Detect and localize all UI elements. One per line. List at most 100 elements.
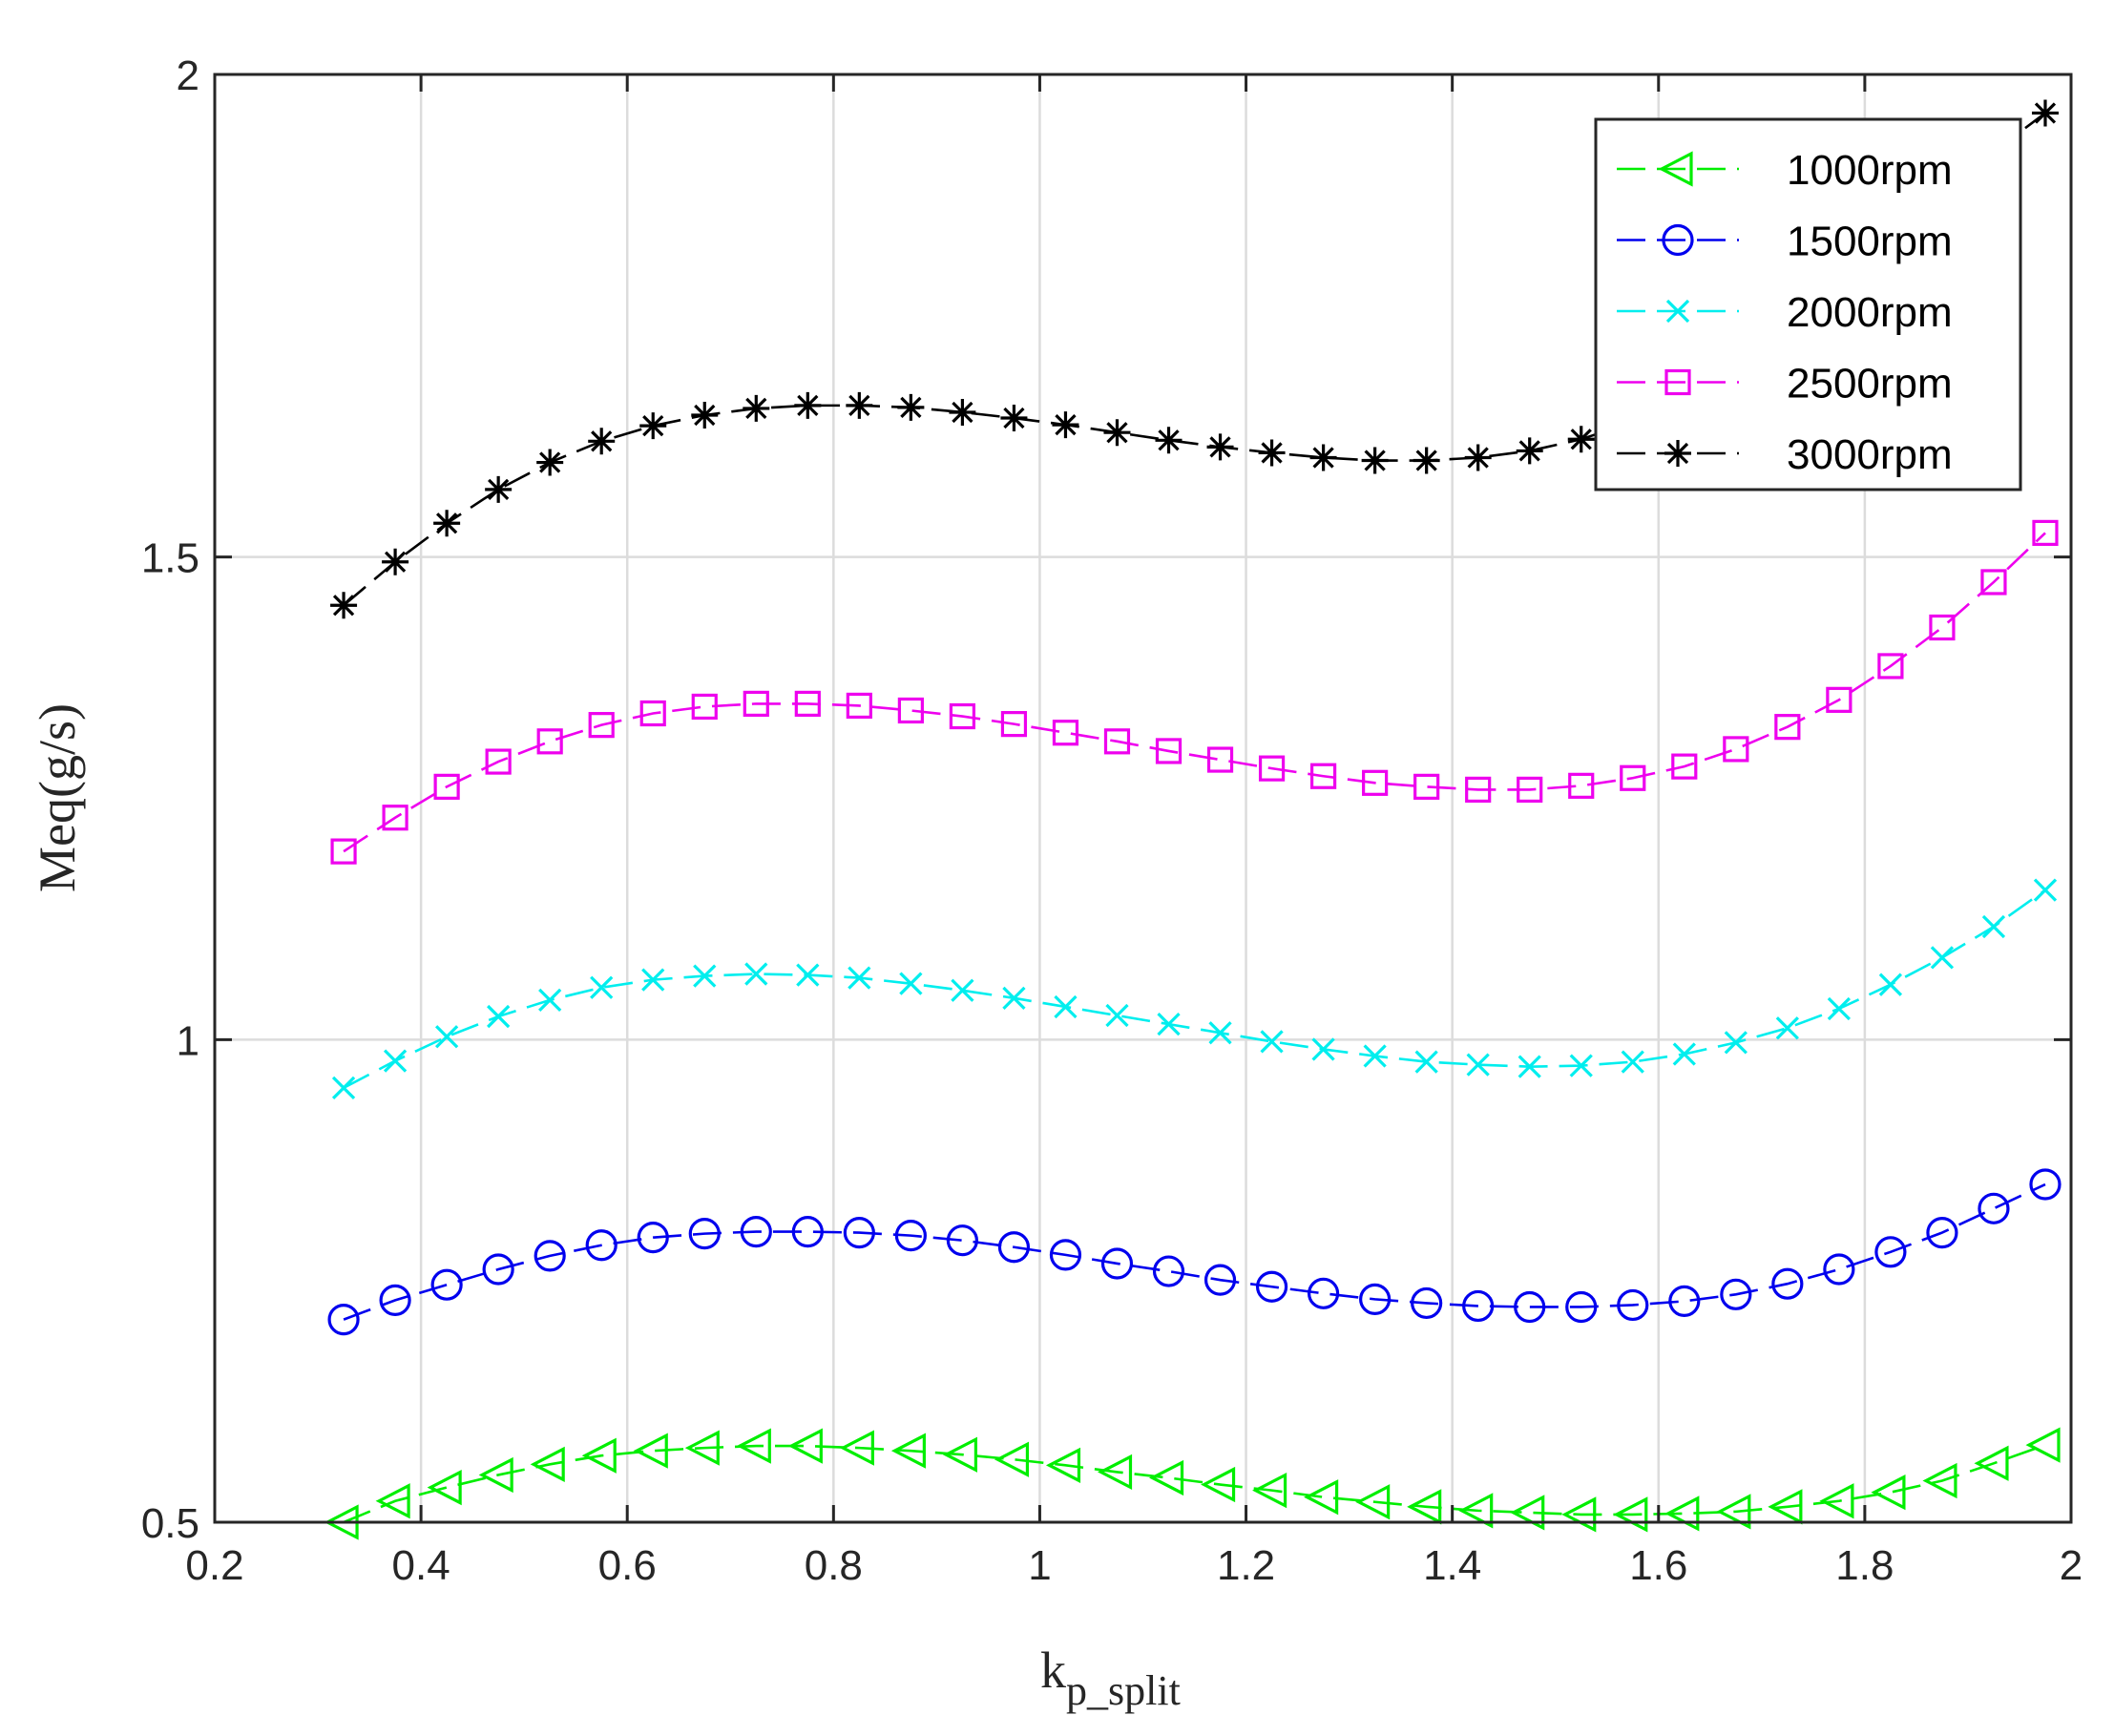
data-point-1000rpm [994, 1441, 1030, 1477]
x-tick-label: 2 [2060, 1542, 2083, 1589]
legend-label-3000rpm: 3000rpm [1787, 431, 1953, 478]
data-point-2000rpm [1157, 1013, 1181, 1036]
x-tick-label: 1.4 [1423, 1542, 1481, 1589]
data-point-3000rpm [1309, 444, 1337, 471]
data-point-2500rpm [1155, 738, 1183, 764]
data-point-3000rpm [743, 394, 770, 422]
legend-marker-1000rpm [1658, 151, 1693, 187]
data-point-1500rpm [482, 1253, 514, 1286]
data-point-1500rpm [2029, 1168, 2062, 1201]
data-point-2000rpm [1363, 1044, 1387, 1068]
legend-label-1500rpm: 1500rpm [1787, 219, 1953, 265]
legend-item-2000rpm: 2000rpm [1617, 289, 1953, 336]
data-point-1500rpm [997, 1231, 1031, 1264]
data-point-1500rpm [1100, 1247, 1134, 1280]
data-point-2000rpm [693, 964, 717, 988]
data-point-1000rpm [1510, 1495, 1545, 1531]
data-point-2500rpm [1671, 753, 1698, 780]
x-tick-label: 0.6 [598, 1542, 657, 1589]
y-tick-label: 1 [177, 1017, 199, 1064]
data-point-2000rpm [951, 978, 974, 1002]
data-point-3000rpm [536, 449, 564, 476]
data-point-2000rpm [1311, 1037, 1335, 1061]
series-line-2500rpm [343, 532, 2046, 853]
x-tick-label: 0.4 [392, 1542, 450, 1589]
data-point-1500rpm [1204, 1264, 1237, 1296]
plot-frame [213, 73, 2073, 1524]
data-point-3000rpm [1052, 411, 1079, 439]
data-point-3000rpm [433, 510, 461, 537]
data-point-2500rpm [1517, 776, 1543, 803]
data-point-1000rpm [1149, 1459, 1184, 1496]
data-point-2500rpm [1877, 653, 1904, 680]
data-point-1500rpm [585, 1229, 617, 1262]
data-point-3000rpm [1567, 426, 1595, 453]
data-point-1000rpm [1201, 1466, 1236, 1503]
data-point-1000rpm [1716, 1494, 1751, 1530]
data-point-1000rpm [1871, 1475, 1906, 1511]
data-point-1500rpm [1255, 1270, 1288, 1303]
data-point-2500rpm [1103, 728, 1131, 755]
data-point-3000rpm [1516, 437, 1543, 465]
data-point-3000rpm [794, 391, 822, 419]
data-point-2500rpm [1980, 569, 2007, 596]
data-point-1500rpm [1771, 1267, 1804, 1300]
y-tick-label: 1.5 [141, 535, 199, 582]
data-point-1000rpm [1097, 1454, 1133, 1491]
data-point-1000rpm [839, 1430, 874, 1466]
data-point-1000rpm [1819, 1483, 1854, 1519]
data-point-1500rpm [894, 1220, 927, 1252]
data-point-2000rpm [1414, 1050, 1438, 1074]
data-point-1500rpm [1874, 1236, 1907, 1268]
data-point-3000rpm [588, 428, 616, 455]
data-point-1000rpm [581, 1437, 617, 1474]
data-point-2500rpm [1774, 714, 1801, 741]
data-point-1500rpm [1359, 1283, 1392, 1315]
data-point-1000rpm [1355, 1484, 1391, 1520]
data-point-1000rpm [1458, 1493, 1494, 1529]
data-point-2500rpm [691, 693, 718, 721]
data-point-2500rpm [1052, 720, 1079, 746]
data-point-1500rpm [688, 1218, 721, 1250]
legend-label-2000rpm: 2000rpm [1787, 289, 1953, 336]
data-point-1000rpm [633, 1433, 668, 1469]
data-point-2500rpm [639, 700, 666, 727]
series-2000rpm [331, 878, 2058, 1100]
data-point-2000rpm [1621, 1050, 1644, 1074]
legend-label-2500rpm: 2500rpm [1787, 361, 1953, 408]
data-point-1500rpm [1307, 1277, 1340, 1309]
data-point-2500rpm [433, 773, 460, 800]
data-point-2500rpm [382, 805, 408, 831]
data-point-3000rpm [1206, 433, 1234, 461]
data-point-2000rpm [1724, 1031, 1748, 1055]
data-point-2000rpm [1002, 986, 1026, 1010]
data-point-1500rpm [1617, 1288, 1649, 1322]
x-tick-label: 0.8 [805, 1542, 863, 1589]
y-tick-label: 0.5 [141, 1500, 199, 1547]
data-point-2500rpm [949, 702, 976, 730]
x-tick-label: 0.2 [185, 1542, 243, 1589]
data-point-3000rpm [1464, 444, 1492, 471]
data-point-1500rpm [1462, 1289, 1495, 1323]
data-point-1000rpm [1768, 1489, 1803, 1525]
data-point-2000rpm [1672, 1042, 1696, 1066]
data-point-1000rpm [736, 1428, 771, 1464]
data-point-2000rpm [383, 1049, 408, 1073]
data-point-1500rpm [379, 1284, 411, 1316]
data-point-1500rpm [1926, 1216, 1958, 1249]
data-point-2500rpm [743, 690, 769, 717]
data-point-2000rpm [1827, 996, 1852, 1021]
data-point-2000rpm [641, 968, 665, 992]
data-point-2000rpm [848, 966, 871, 990]
data-point-2000rpm [590, 975, 614, 999]
data-point-3000rpm [639, 412, 667, 440]
data-point-3000rpm [1000, 405, 1028, 432]
data-point-1000rpm [684, 1430, 720, 1466]
data-point-2000rpm [434, 1025, 459, 1049]
data-point-1000rpm [1974, 1445, 2009, 1481]
data-point-2500rpm [1723, 736, 1749, 763]
data-point-2500rpm [2032, 519, 2059, 546]
data-point-2500rpm [1929, 614, 1956, 641]
data-point-3000rpm [949, 398, 976, 426]
data-point-1000rpm [942, 1436, 978, 1473]
